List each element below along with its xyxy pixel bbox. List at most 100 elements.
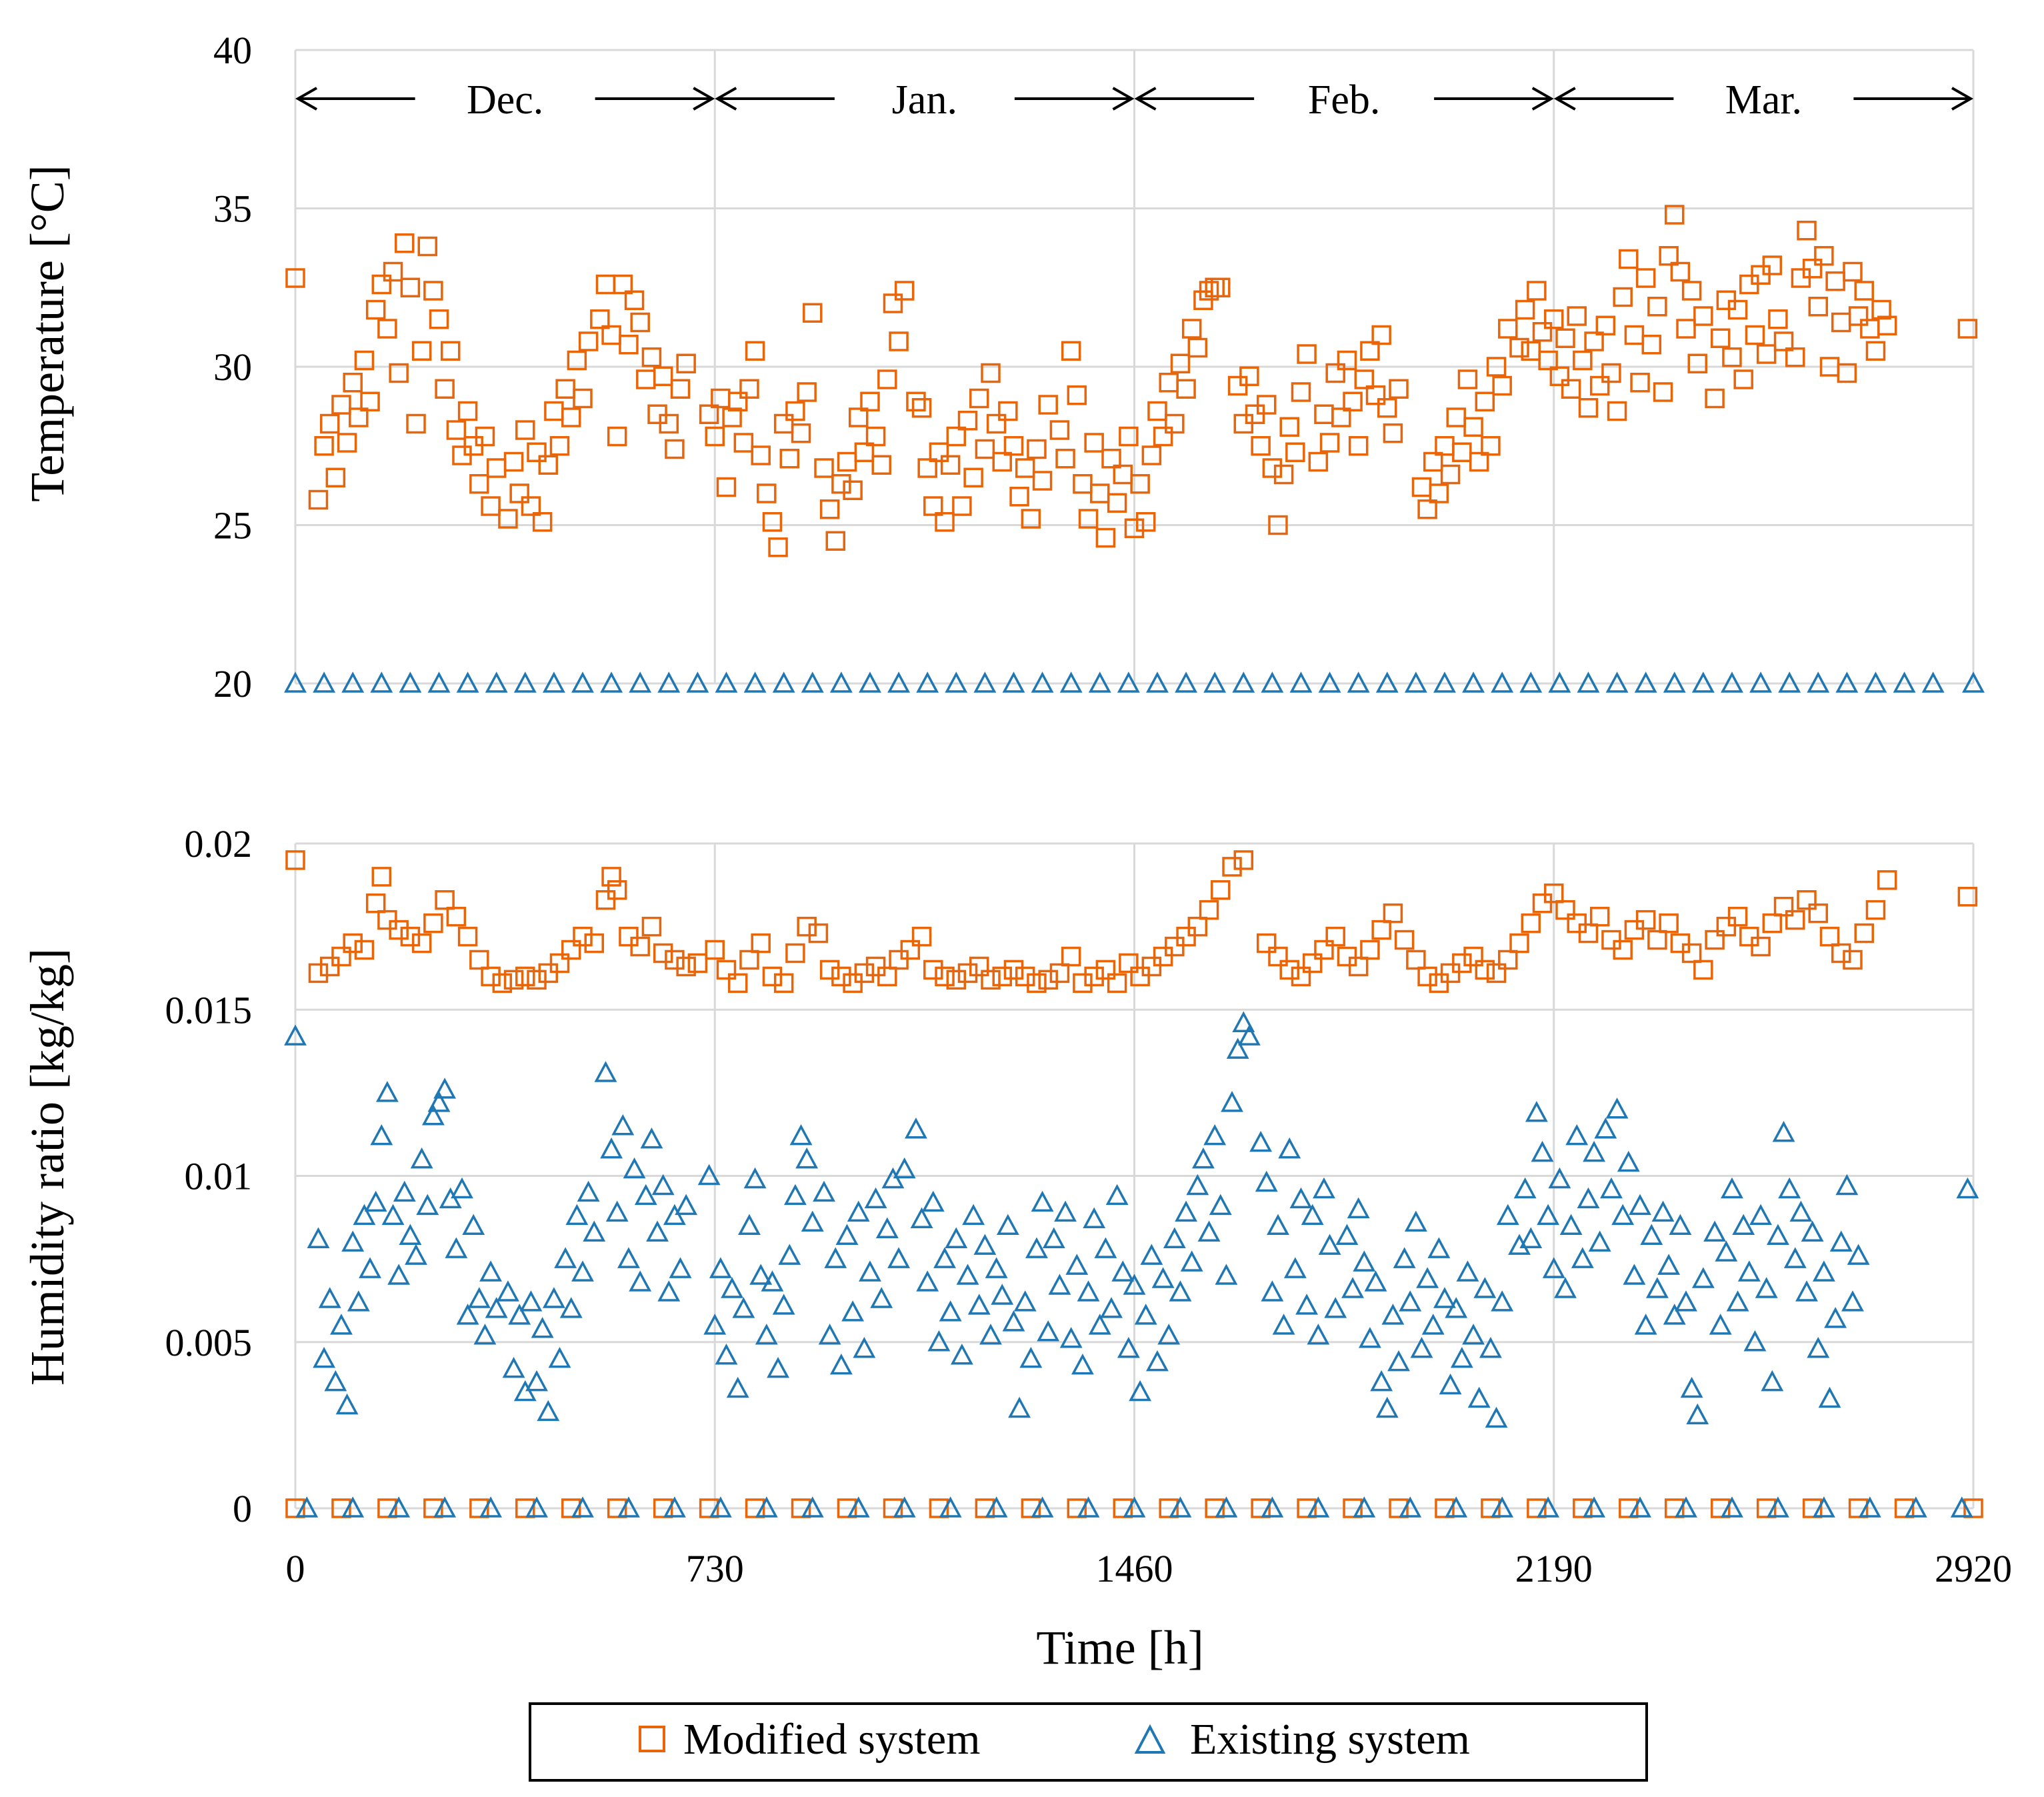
modified-system-point	[1124, 518, 1145, 538]
arrowhead-right-icon	[1531, 87, 1554, 111]
existing-system-point	[1577, 1187, 1600, 1209]
existing-system-point	[743, 671, 767, 693]
existing-system-point	[1858, 1496, 1881, 1518]
modified-system-point	[1733, 369, 1753, 389]
humidity-gridlines	[295, 842, 1975, 1510]
existing-system-point	[916, 671, 939, 693]
modified-system-point	[1205, 1498, 1225, 1518]
existing-system-point	[1048, 1274, 1071, 1295]
existing-system-point	[1421, 1314, 1445, 1335]
existing-system-point	[525, 1496, 548, 1518]
existing-system-point	[732, 1297, 755, 1318]
existing-system-point	[1743, 1330, 1767, 1352]
existing-system-point	[927, 1330, 951, 1352]
modified-system-point	[1073, 973, 1093, 994]
modified-system-point	[1659, 913, 1679, 934]
modified-system-point	[1170, 353, 1191, 373]
existing-system-point	[1640, 1224, 1663, 1245]
existing-system-point	[772, 671, 795, 693]
existing-system-point	[1778, 1177, 1801, 1199]
existing-system-point	[1479, 1337, 1502, 1358]
modified-system-point	[1561, 379, 1581, 399]
modified-system-point	[1808, 903, 1829, 924]
existing-system-point	[1548, 671, 1571, 693]
existing-system-point	[284, 1024, 307, 1046]
modified-system-point	[1756, 1498, 1777, 1518]
existing-system-point	[1358, 1327, 1381, 1348]
modified-system-point	[343, 933, 363, 954]
existing-system-point	[583, 1220, 606, 1242]
modified-system-point	[584, 933, 604, 954]
existing-system-point	[364, 1190, 387, 1212]
existing-system-point	[1031, 671, 1054, 693]
modified-system-point	[819, 499, 840, 519]
modified-system-point	[773, 413, 794, 434]
modified-system-point	[1049, 420, 1070, 440]
modified-system-point	[1957, 887, 1978, 907]
modified-system-point	[1578, 923, 1599, 944]
existing-system-point	[1157, 1324, 1181, 1345]
existing-system-point	[1151, 1267, 1175, 1288]
modified-system-point	[1659, 246, 1679, 266]
modified-system-point	[957, 963, 978, 984]
modified-system-point	[595, 274, 616, 295]
modified-system-point	[1314, 404, 1334, 424]
modified-system-point	[1785, 910, 1805, 930]
existing-system-point	[1525, 1101, 1548, 1122]
modified-system-point	[555, 379, 575, 399]
existing-system-point	[451, 1177, 473, 1199]
modified-system-point	[1165, 936, 1185, 957]
modified-system-point	[917, 458, 937, 478]
existing-system-point	[1370, 1370, 1393, 1392]
modified-system-point	[325, 467, 346, 487]
modified-system-point	[1251, 1498, 1271, 1518]
existing-system-point	[565, 1204, 589, 1226]
modified-system-point	[446, 420, 467, 440]
modified-system-point	[1521, 913, 1541, 934]
modified-system-point	[1262, 458, 1283, 478]
modified-system-point	[331, 395, 351, 415]
existing-system-point	[1278, 1137, 1301, 1159]
existing-system-point	[1634, 671, 1657, 693]
modified-system-point	[314, 436, 334, 456]
modified-system-point	[1446, 407, 1466, 427]
modified-system-point	[860, 391, 880, 411]
modified-system-point	[1199, 900, 1219, 920]
modified-system-point	[1049, 963, 1070, 984]
existing-system-point	[1215, 1264, 1238, 1285]
existing-system-point	[542, 671, 565, 693]
modified-system-point	[1716, 916, 1737, 937]
modified-system-point	[1670, 261, 1691, 282]
modified-system-point	[791, 423, 811, 443]
modified-system-point	[716, 477, 737, 497]
modified-system-point	[411, 933, 432, 954]
month-label: Mar.	[1725, 77, 1802, 123]
modified-system-point	[285, 850, 305, 870]
modified-system-point	[1854, 281, 1874, 301]
existing-system-point	[979, 1324, 1002, 1345]
modified-system-point	[1348, 436, 1369, 456]
existing-system-point	[1629, 1194, 1651, 1216]
existing-system-point	[387, 1264, 411, 1285]
modified-system-point	[963, 467, 983, 487]
modified-system-point	[440, 341, 461, 361]
modified-system-point	[1843, 950, 1863, 970]
existing-system-point	[1445, 1297, 1468, 1318]
modified-system-point	[1860, 319, 1880, 339]
existing-system-point	[571, 1260, 594, 1282]
modified-system-point	[653, 366, 673, 386]
modified-system-point	[331, 1498, 351, 1518]
modified-system-point	[1337, 946, 1357, 967]
modified-system-point	[923, 960, 943, 980]
existing-system-point	[893, 1157, 916, 1179]
modified-system-point	[1389, 1498, 1409, 1518]
existing-system-point	[887, 1247, 911, 1268]
existing-system-point	[1267, 1214, 1289, 1236]
modified-system-point	[1802, 1498, 1823, 1518]
existing-system-point	[893, 1496, 916, 1518]
existing-system-point	[1491, 671, 1514, 693]
modified-system-point	[1003, 436, 1024, 456]
existing-system-point	[795, 1147, 819, 1169]
modified-system-point	[745, 1498, 765, 1518]
modified-system-point	[1848, 306, 1869, 326]
